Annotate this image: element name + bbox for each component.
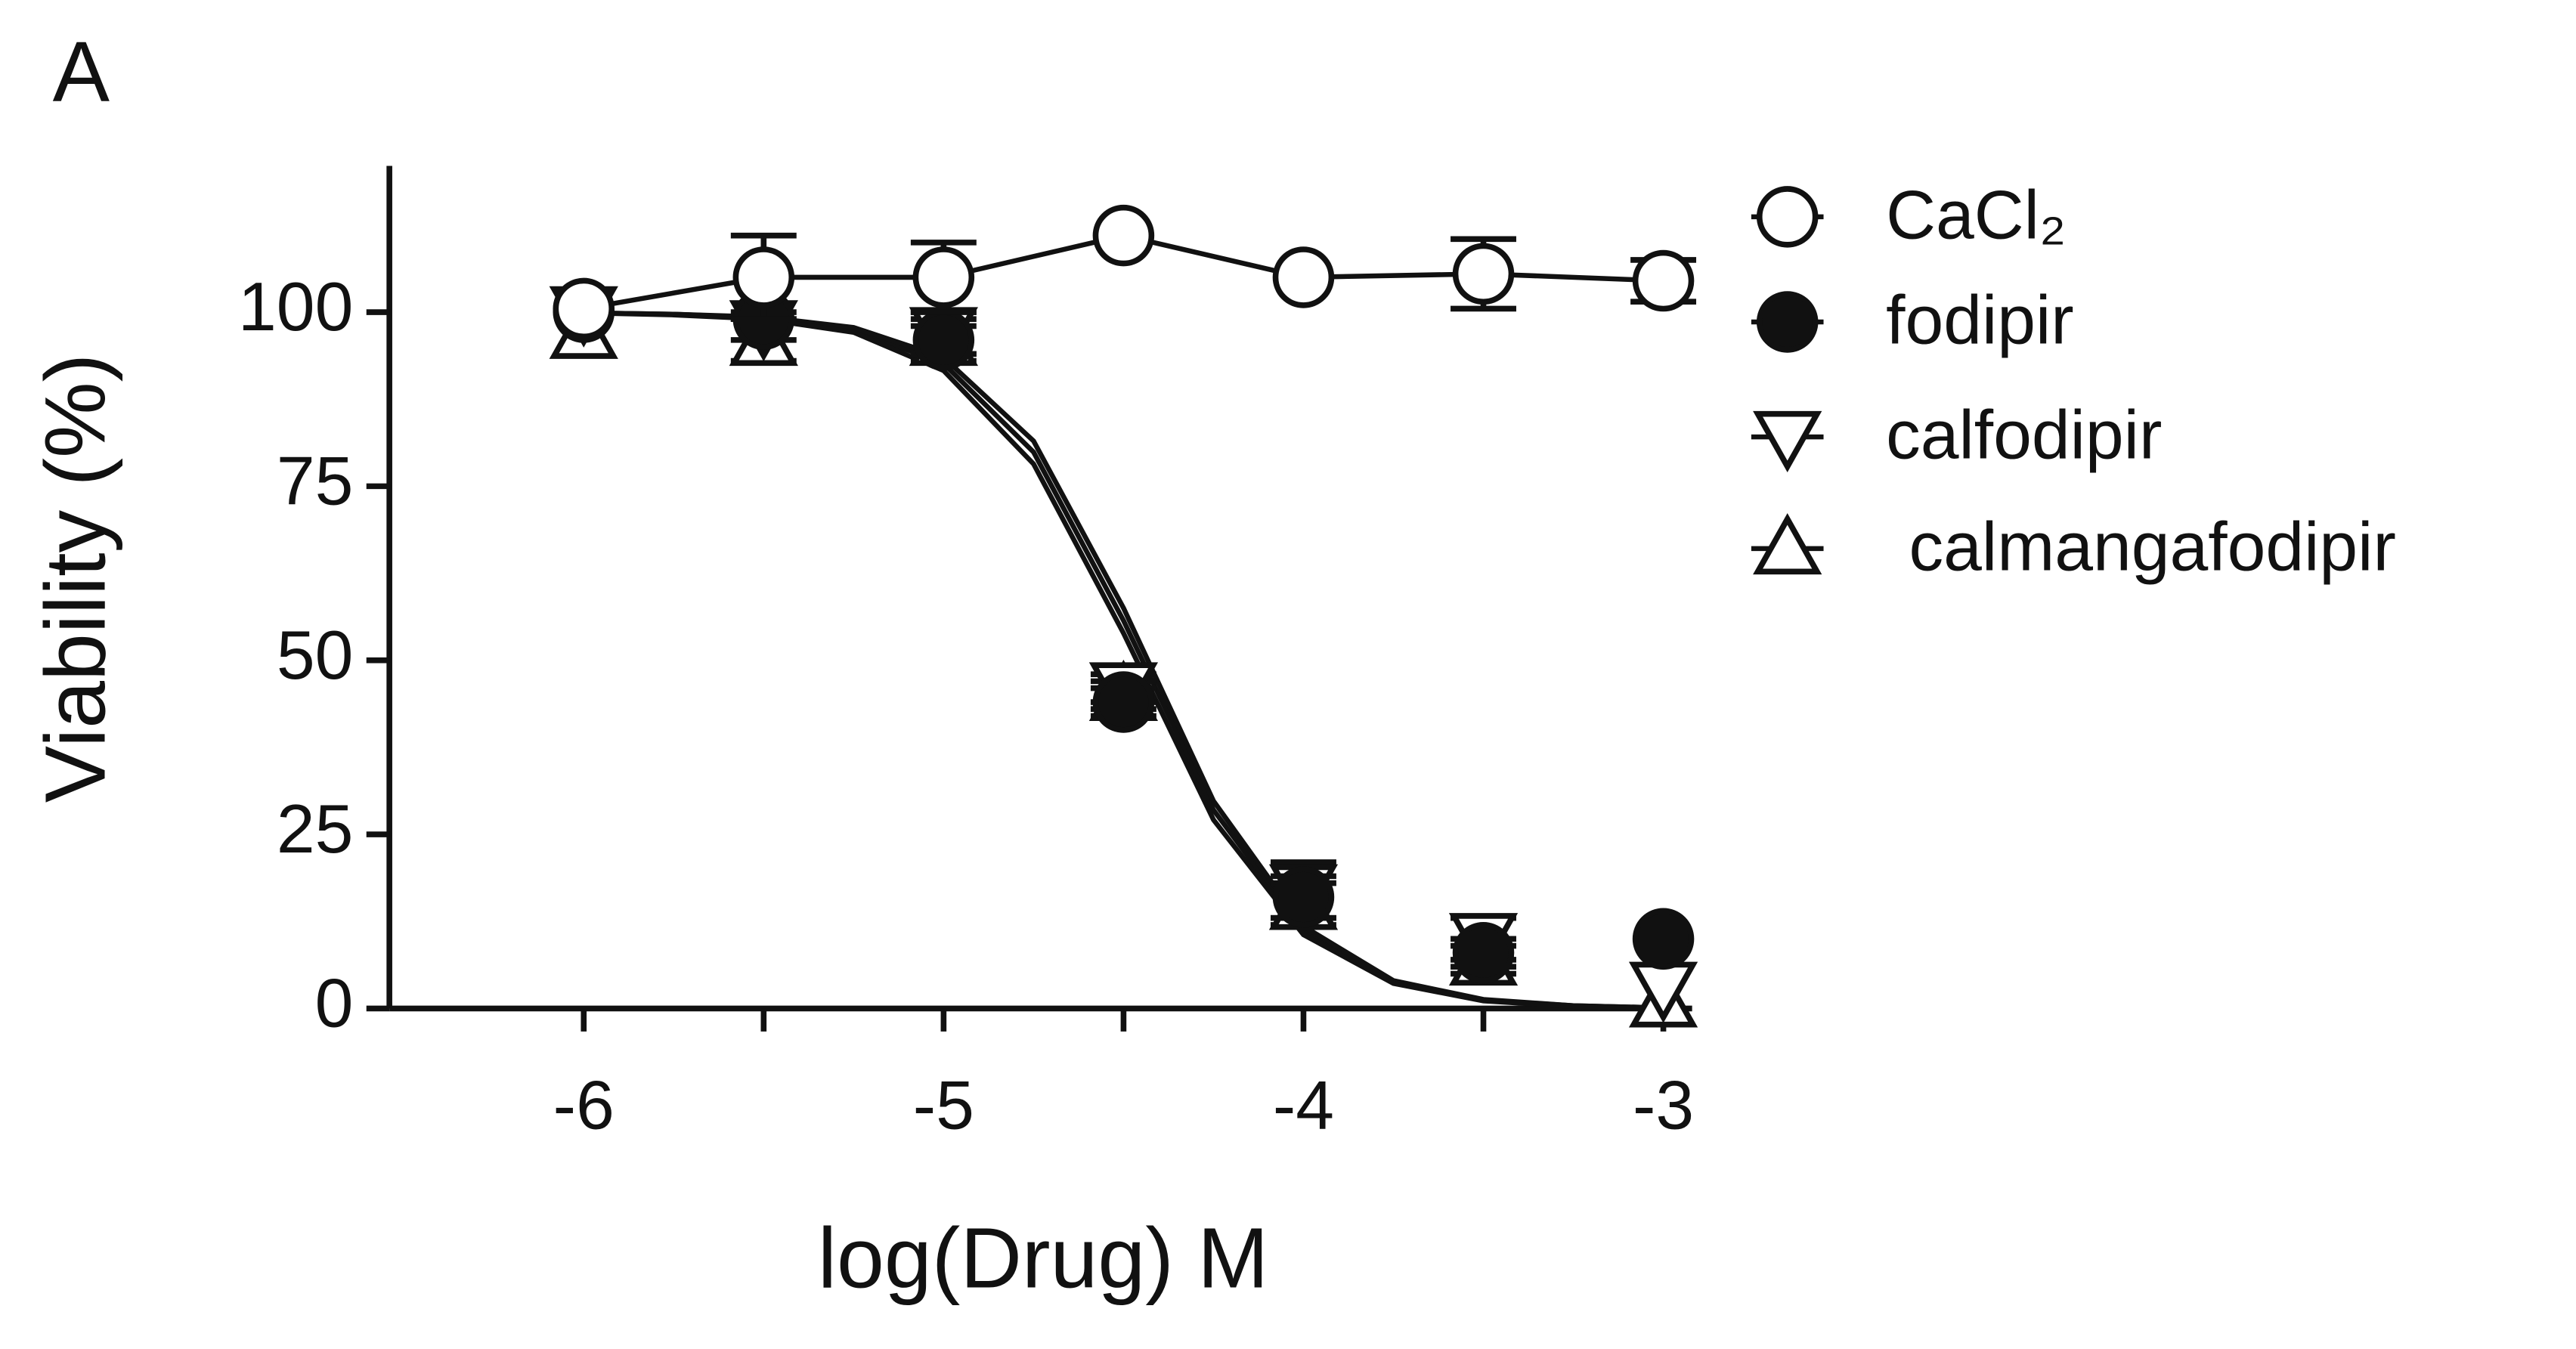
data-point (912, 246, 975, 308)
data-point (553, 277, 615, 340)
legend-label: calmangafodipir (1909, 508, 2396, 585)
legend-label: calfodipir (1886, 397, 2162, 474)
data-point (1632, 908, 1695, 970)
data-point (1452, 921, 1515, 984)
y-tick-label: 75 (277, 442, 354, 519)
data-point (1272, 246, 1335, 308)
x-tick-label: -3 (1633, 1066, 1694, 1143)
y-axis-label: Viability (%) (28, 354, 123, 803)
legend-marker (1753, 513, 1822, 575)
legend-marker (1753, 410, 1822, 472)
data-point (1452, 243, 1515, 305)
legend-label: fodipir (1886, 281, 2074, 358)
data-point (732, 246, 795, 308)
x-tick-label: -5 (913, 1066, 974, 1143)
data-point (912, 309, 975, 371)
data-point (1632, 249, 1695, 312)
data-point (1092, 204, 1155, 267)
panel-label: A (53, 24, 110, 119)
legend-marker (1756, 291, 1819, 353)
y-tick-label: 50 (277, 617, 354, 694)
data-point (1272, 866, 1335, 928)
y-tick-label: 25 (277, 791, 354, 868)
legend-label: CaCl₂ (1886, 176, 2066, 253)
y-tick-label: 0 (315, 965, 354, 1042)
x-axis-label: log(Drug) M (818, 1210, 1269, 1305)
data-point (1092, 671, 1155, 733)
legend-marker (1756, 186, 1819, 248)
x-tick-label: -6 (553, 1066, 615, 1143)
x-tick-label: -4 (1273, 1066, 1334, 1143)
y-tick-label: 100 (238, 268, 353, 345)
